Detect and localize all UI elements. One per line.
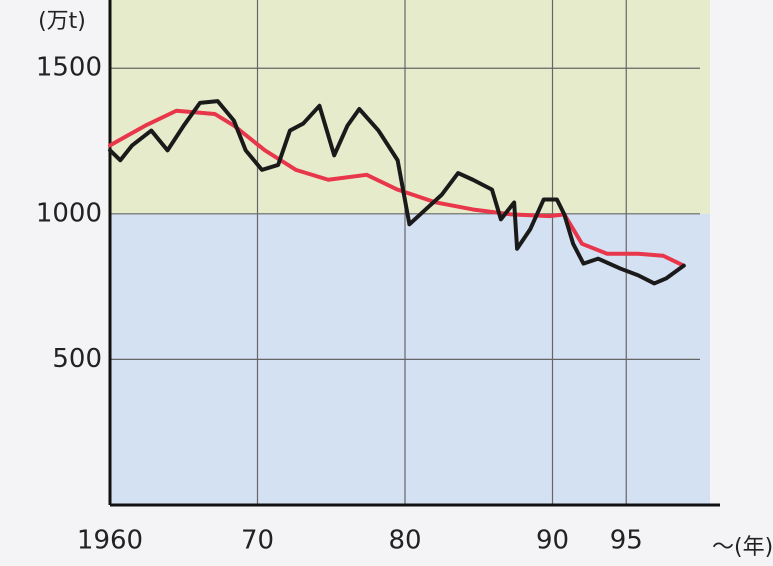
y-axis-label: (万t) [38,9,86,34]
x-axis-label: 〜(年) [712,535,773,560]
upper-band [110,0,710,214]
x-tick-label: 1960 [77,526,143,556]
y-tick-label: 1500 [36,53,102,83]
y-tick-label: 1000 [36,198,102,228]
chart: (万t) 〜(年) 500 1000 1500 1960 70 80 90 95 [0,0,773,566]
y-tick-label: 500 [52,344,102,374]
x-tick-label: 90 [536,526,569,556]
x-tick-label: 80 [388,526,421,556]
x-tick-label: 95 [610,526,643,556]
x-tick-label: 70 [241,526,274,556]
